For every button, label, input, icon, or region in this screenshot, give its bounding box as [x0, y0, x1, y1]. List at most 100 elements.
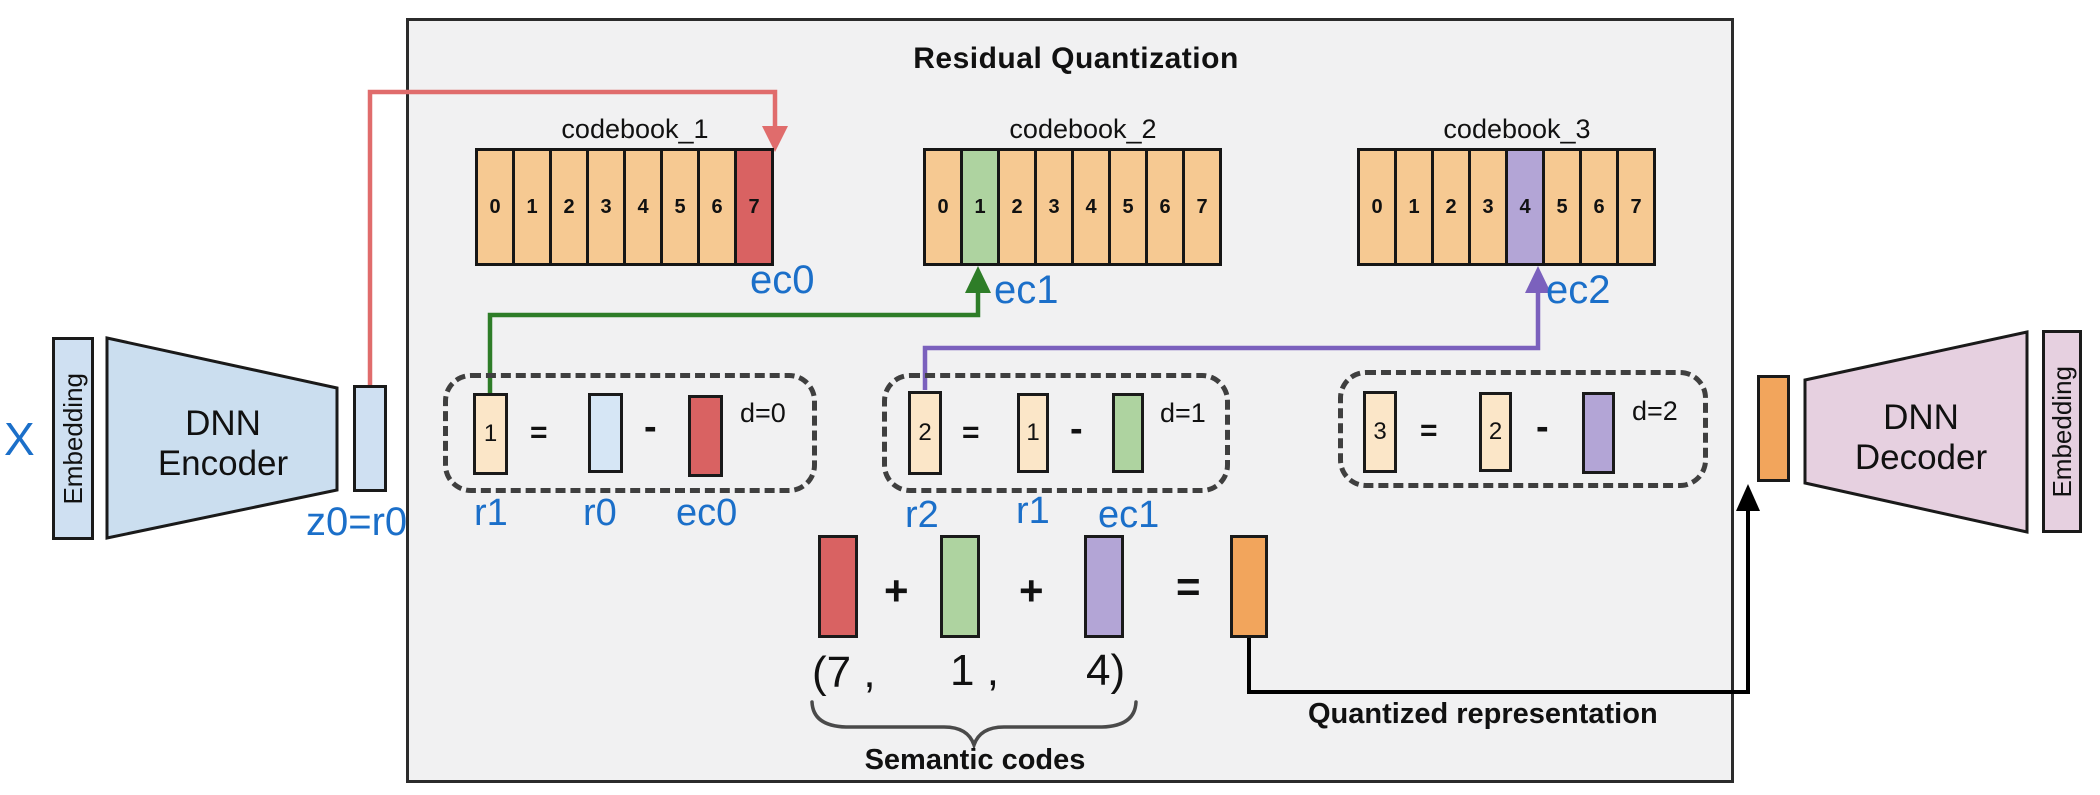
- dnn-encoder-shape: [105, 336, 339, 540]
- dnn-decoder-line1: DNN: [1883, 398, 1959, 437]
- sum-bar-orange: [1230, 535, 1268, 638]
- r2-label: r2: [905, 494, 939, 536]
- r1-eq-label: r1: [1016, 490, 1050, 532]
- codebook-2-name: codebook_2: [1009, 114, 1157, 144]
- code-bar-ec2: [1582, 392, 1615, 474]
- codebook-cell: 3: [1468, 148, 1508, 266]
- codebook-cell: 0: [1357, 148, 1397, 266]
- codebook-cell: 6: [1579, 148, 1619, 266]
- quantization-panel: [406, 18, 1734, 783]
- code-bar-ec1: [1112, 393, 1144, 473]
- code-bar-ec0: [688, 395, 723, 477]
- quantized-representation-caption: Quantized representation: [1308, 698, 1658, 730]
- ec0-label: ec0: [750, 258, 815, 302]
- r1-label: r1: [474, 492, 508, 534]
- codebook-cell: 0: [923, 148, 963, 266]
- dnn-encoder-block: DNN Encoder: [118, 404, 328, 484]
- sum-bar-red: [818, 535, 858, 638]
- codebook-cell: 5: [1542, 148, 1582, 266]
- plus-sign: +: [1019, 567, 1044, 614]
- equals-sign: =: [1176, 563, 1201, 610]
- equals-sign: =: [1420, 414, 1438, 447]
- semantic-codes-brace: [810, 700, 1138, 751]
- codebook-cell: 3: [1034, 148, 1074, 266]
- ec1-label: ec1: [994, 268, 1059, 312]
- codebook-cell: 1: [512, 148, 552, 266]
- codebook-cell-selected: 4: [1505, 148, 1545, 266]
- codebook-1-name: codebook_1: [561, 114, 709, 144]
- codebook-cell: 1: [1394, 148, 1434, 266]
- codebook-cell: 3: [586, 148, 626, 266]
- codebook-cell: 2: [549, 148, 589, 266]
- minus-sign: -: [1070, 408, 1083, 450]
- residual-bar-r1: 1: [473, 393, 508, 475]
- ec2-label: ec2: [1546, 268, 1611, 312]
- codebook-cell: 4: [1071, 148, 1111, 266]
- dnn-encoder-line2: Encoder: [157, 443, 289, 483]
- sum-bar-green: [940, 535, 980, 638]
- dnn-decoder-block: DNN Decoder: [1826, 398, 2016, 478]
- residual-bar-r3: 3: [1363, 391, 1397, 473]
- codebook-cell: 7: [1616, 148, 1656, 266]
- codebook-cell: 7: [1182, 148, 1222, 266]
- red-lookup-wire: [367, 89, 778, 386]
- residual-eq-box-d1: [882, 373, 1230, 493]
- equals-sign: =: [530, 416, 548, 449]
- quantized-input-bar: [1757, 375, 1790, 482]
- codebook-cell: 4: [623, 148, 663, 266]
- residual-eq-box-d0: [443, 373, 817, 493]
- plus-sign: +: [884, 567, 909, 614]
- semantic-code-4: 4): [1086, 646, 1126, 695]
- codebook-cell: 6: [697, 148, 737, 266]
- dnn-encoder-line1: DNN: [185, 404, 261, 443]
- dnn-decoder-line2: Decoder: [1854, 437, 1988, 477]
- codebook-cell: 6: [1145, 148, 1185, 266]
- encoder-embedding-block: Embedding: [52, 337, 94, 540]
- latent-z0-bar: [353, 385, 387, 492]
- latent-z0-label: z0=r0: [306, 500, 408, 544]
- ec0-eq-label: ec0: [676, 492, 738, 534]
- dnn-decoder-shape: [1803, 330, 2029, 534]
- codebook-2-cells: 0 1 2 3 4 5 6 7: [923, 148, 1222, 266]
- minus-sign: -: [1536, 406, 1549, 448]
- decoder-embedding-label: Embedding: [2046, 365, 2077, 498]
- semantic-code-1: 1 ,: [950, 646, 999, 695]
- semantic-code-7: (7 ,: [812, 648, 876, 697]
- residual-eq-box-d2: [1338, 370, 1708, 488]
- encoder-embedding-label: Embedding: [57, 372, 88, 505]
- purple-arrowhead-icon: [1525, 266, 1551, 293]
- minus-sign: -: [644, 406, 657, 448]
- codebook-cell: 2: [997, 148, 1037, 266]
- codebook-cell-selected: 1: [960, 148, 1000, 266]
- depth-label-d0: d=0: [740, 398, 786, 428]
- r0-label: r0: [583, 492, 617, 534]
- decoder-embedding-block: Embedding: [2042, 330, 2082, 533]
- green-lookup-wire: [487, 282, 981, 394]
- red-arrowhead-icon: [762, 126, 788, 152]
- codebook-cell-selected: 7: [734, 148, 774, 266]
- codebook-cell: 0: [475, 148, 515, 266]
- residual-bar-r1-small: 1: [1017, 393, 1049, 473]
- depth-label-d1: d=1: [1160, 398, 1206, 428]
- panel-title: Residual Quantization: [913, 42, 1239, 75]
- green-arrowhead-icon: [965, 266, 991, 293]
- purple-lookup-wire: [922, 282, 1541, 390]
- quantized-output-wire: [1247, 500, 1750, 694]
- codebook-cell: 5: [1108, 148, 1148, 266]
- ec1-eq-label: ec1: [1098, 494, 1160, 536]
- codebook-3-cells: 0 1 2 3 4 5 6 7: [1357, 148, 1656, 266]
- sum-bar-purple: [1084, 535, 1124, 638]
- semantic-codes-caption: Semantic codes: [864, 744, 1086, 776]
- black-arrowhead-icon: [1736, 484, 1760, 511]
- residual-bar-r2-small: 2: [1479, 392, 1512, 472]
- depth-label-d2: d=2: [1632, 396, 1678, 426]
- codebook-cell: 5: [660, 148, 700, 266]
- codebook-1-cells: 0 1 2 3 4 5 6 7: [475, 148, 774, 266]
- equals-sign: =: [962, 416, 980, 449]
- residual-bar-r0: [588, 393, 623, 473]
- input-x-label: X: [4, 413, 35, 465]
- codebook-cell: 2: [1431, 148, 1471, 266]
- codebook-3-name: codebook_3: [1443, 114, 1591, 144]
